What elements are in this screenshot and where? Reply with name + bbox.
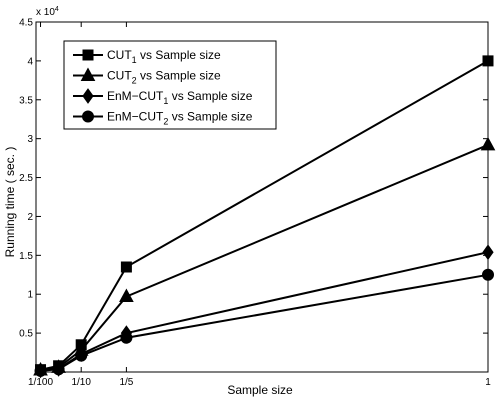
square-marker <box>482 55 494 67</box>
y-tick-label: 3 <box>27 134 33 145</box>
y-tick-label: 0.5 <box>19 329 33 340</box>
legend-item: EnM−CUT2 vs Sample size <box>73 110 253 127</box>
circle-marker <box>82 110 94 123</box>
x-tick-label: 1/5 <box>119 377 133 388</box>
square-marker <box>120 261 132 273</box>
legend-label-rest: vs Sample size <box>168 89 252 103</box>
legend-label: EnM−CUT2 vs Sample size <box>107 110 253 127</box>
series-3 <box>34 244 494 379</box>
legend-label-rest: vs Sample size <box>137 48 221 62</box>
diamond-marker <box>482 244 494 261</box>
circle-marker <box>34 364 47 377</box>
plot-border <box>35 21 489 373</box>
legend-item: EnM−CUT1 vs Sample size <box>73 88 253 106</box>
triangle-marker <box>119 288 134 303</box>
x-tick-label: 1/100 <box>28 377 53 388</box>
legend-label-rest: vs Sample size <box>137 69 221 83</box>
triangle-marker <box>80 67 96 81</box>
legend-label: EnM−CUT1 vs Sample size <box>107 89 253 106</box>
legend-label-name: CUT <box>107 69 132 83</box>
series-2 <box>33 136 496 376</box>
square-marker <box>82 49 94 61</box>
legend-label-rest: vs Sample size <box>168 110 252 124</box>
legend-label-subscript: 2 <box>132 76 137 86</box>
circle-marker <box>482 268 494 281</box>
y-tick-label: 1.5 <box>19 251 33 262</box>
y-multiplier-base: x 10 <box>36 7 55 18</box>
y-tick-label: 2.5 <box>19 173 33 184</box>
legend-item: CUT2 vs Sample size <box>73 67 221 86</box>
legend-label: CUT1 vs Sample size <box>107 48 221 65</box>
legend-label-subscript: 2 <box>163 117 168 127</box>
x-axis-label: Sample size <box>227 383 293 397</box>
circle-marker <box>120 331 133 344</box>
legend-label-name: EnM−CUT <box>107 89 164 103</box>
legend-label-subscript: 1 <box>132 55 137 65</box>
y-tick-label: 2 <box>27 212 33 223</box>
y-tick-label: 1 <box>27 290 33 301</box>
axis-tick-labels: 0.5 1 1.5 2 2.5 3 3.5 4 4.5 1/100 1/10 1/5 1 <box>19 18 491 389</box>
diamond-marker <box>82 88 94 104</box>
circle-marker <box>75 349 88 362</box>
y-multiplier-exponent: 4 <box>55 6 59 13</box>
y-tick-label: 4 <box>27 56 33 67</box>
series-line <box>40 251 489 372</box>
series-4 <box>34 268 494 377</box>
x-tick-label: 1 <box>485 377 491 388</box>
legend-item: CUT1 vs Sample size <box>73 48 221 65</box>
legend-label: CUT2 vs Sample size <box>107 69 221 86</box>
plot-frame <box>35 21 489 373</box>
series-layer <box>33 55 496 379</box>
legend-label-subscript: 1 <box>163 96 168 106</box>
triangle-marker <box>480 136 496 151</box>
y-tick-label: 3.5 <box>19 95 33 106</box>
series-line <box>40 273 489 372</box>
legend-label-name: EnM−CUT <box>107 110 164 124</box>
y-axis-label: Running time ( sec. ) <box>3 147 17 258</box>
circle-marker <box>52 363 65 376</box>
legend-label-name: CUT <box>107 48 132 62</box>
series-line <box>40 143 489 372</box>
y-tick-label: 4.5 <box>19 18 33 29</box>
y-multiplier-label: x 104 <box>36 6 59 18</box>
x-tick-label: 1/10 <box>71 377 91 388</box>
